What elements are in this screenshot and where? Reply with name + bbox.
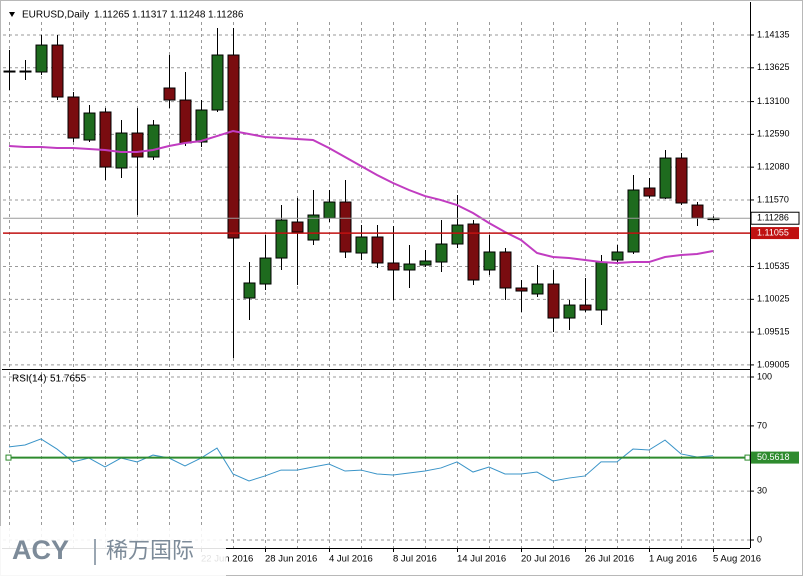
rsi-title: RSI(14)	[12, 374, 46, 385]
candle-body	[99, 111, 112, 168]
last-price-label-box	[750, 211, 800, 225]
x-tick-label: 8 Jul 2016	[393, 554, 437, 565]
candle-body	[595, 261, 608, 311]
candle-body	[195, 109, 208, 143]
candle-body	[675, 157, 688, 204]
x-tick-label: 5 Aug 2016	[713, 554, 761, 565]
watermark-subtitle: 稀万国际	[106, 539, 194, 564]
candle-body	[547, 283, 560, 319]
rsi-value: 51.7655	[50, 374, 87, 385]
y-tick-label: 1.10025	[757, 294, 790, 304]
watermark-divider	[94, 539, 96, 565]
candle-body	[419, 260, 432, 266]
labels: 22 Jun 2016 28 Jun 2016 4 Jul 2016 8 Jul 20…	[201, 29, 800, 565]
level-handle	[744, 454, 751, 461]
grid	[3, 22, 754, 552]
candle-body	[611, 251, 624, 261]
watermark-background	[0, 526, 226, 576]
indicator-level-label: 50.5618	[757, 452, 790, 462]
candle-body	[451, 224, 464, 245]
candle-body	[387, 262, 400, 271]
y-tick-label: 1.09515	[757, 326, 790, 336]
x-tick-label: 20 Jul 2016	[521, 554, 570, 565]
chart-title: EURUSD,Daily	[22, 10, 89, 21]
candle-body	[563, 304, 576, 319]
indicator-level-label-box	[751, 451, 799, 464]
candle-body	[227, 54, 240, 239]
header-high: 1.11317	[132, 10, 168, 21]
x-tick-label: 22 Jun 2016	[201, 554, 253, 565]
moving-average-line	[8, 130, 714, 264]
header-close: 1.11286	[208, 10, 244, 21]
candle-body	[355, 236, 368, 254]
candle-body	[67, 96, 80, 139]
y-tick-label: 1.09005	[757, 359, 790, 369]
candle-body	[515, 287, 528, 292]
x-tick-label: 28 Jun 2016	[265, 554, 317, 565]
candle-body	[467, 223, 480, 281]
candle-body	[291, 221, 304, 233]
candle-body	[307, 214, 320, 241]
candle-body	[131, 132, 144, 158]
watermark: ACY 稀万国际	[0, 526, 226, 576]
price-level-label-box	[751, 227, 799, 240]
candle-body	[147, 124, 160, 158]
x-tick-label: 4 Jul 2016	[329, 554, 373, 565]
candle-body	[19, 70, 32, 73]
y-tick-label: 1.11570	[757, 194, 789, 204]
candle-body	[691, 204, 704, 219]
y-tick-label: 1.13100	[757, 96, 790, 106]
candle-body	[483, 251, 496, 271]
candle-body	[579, 304, 592, 311]
candle-body	[435, 243, 448, 263]
x-tick-label: 26 Jul 2016	[585, 554, 634, 565]
y-tick-label: 1.14135	[757, 29, 790, 39]
x-tick-label: 1 Aug 2016	[649, 554, 697, 565]
header-open: 1.11265	[94, 10, 130, 21]
y-tick-label: 1.12590	[757, 129, 790, 139]
menu-arrow[interactable]	[9, 12, 15, 17]
candle-body	[51, 44, 64, 98]
candle-body	[339, 201, 352, 253]
header-low: 1.11248	[170, 10, 206, 21]
candle-body	[115, 132, 128, 169]
y-tick-label: 100	[757, 371, 772, 381]
candle-body	[3, 70, 16, 73]
candle-body	[627, 189, 640, 253]
candle-body	[403, 263, 416, 271]
candle-body	[83, 112, 96, 141]
candle-body	[323, 201, 336, 219]
candle-body	[259, 257, 272, 285]
candle-body	[243, 282, 256, 299]
candle-body	[643, 187, 656, 197]
price-level-label: 1.11055	[757, 227, 789, 237]
candle-body	[499, 251, 512, 289]
watermark-brand: ACY	[12, 535, 69, 565]
level-handle	[5, 454, 12, 461]
y-tick-label: 1.12080	[757, 162, 790, 172]
candle-body	[659, 157, 672, 199]
x-tick-label: 14 Jul 2016	[457, 554, 506, 565]
last-price-label: 1.11286	[757, 213, 789, 223]
y-tick-label: 1.10535	[757, 261, 790, 271]
candle-body	[531, 283, 544, 295]
candle-body	[179, 99, 192, 144]
y-tick-label: 30	[757, 485, 767, 495]
y-tick-label: 70	[757, 420, 767, 430]
candle-body	[163, 87, 176, 101]
candle-body	[275, 219, 288, 259]
y-tick-label: 0	[757, 534, 762, 544]
candle-body	[35, 44, 48, 73]
plot	[3, 28, 751, 482]
candle-body	[371, 236, 384, 264]
candle-body	[211, 54, 224, 111]
y-tick-label: 1.13625	[757, 62, 790, 72]
indicator-line	[8, 438, 714, 482]
